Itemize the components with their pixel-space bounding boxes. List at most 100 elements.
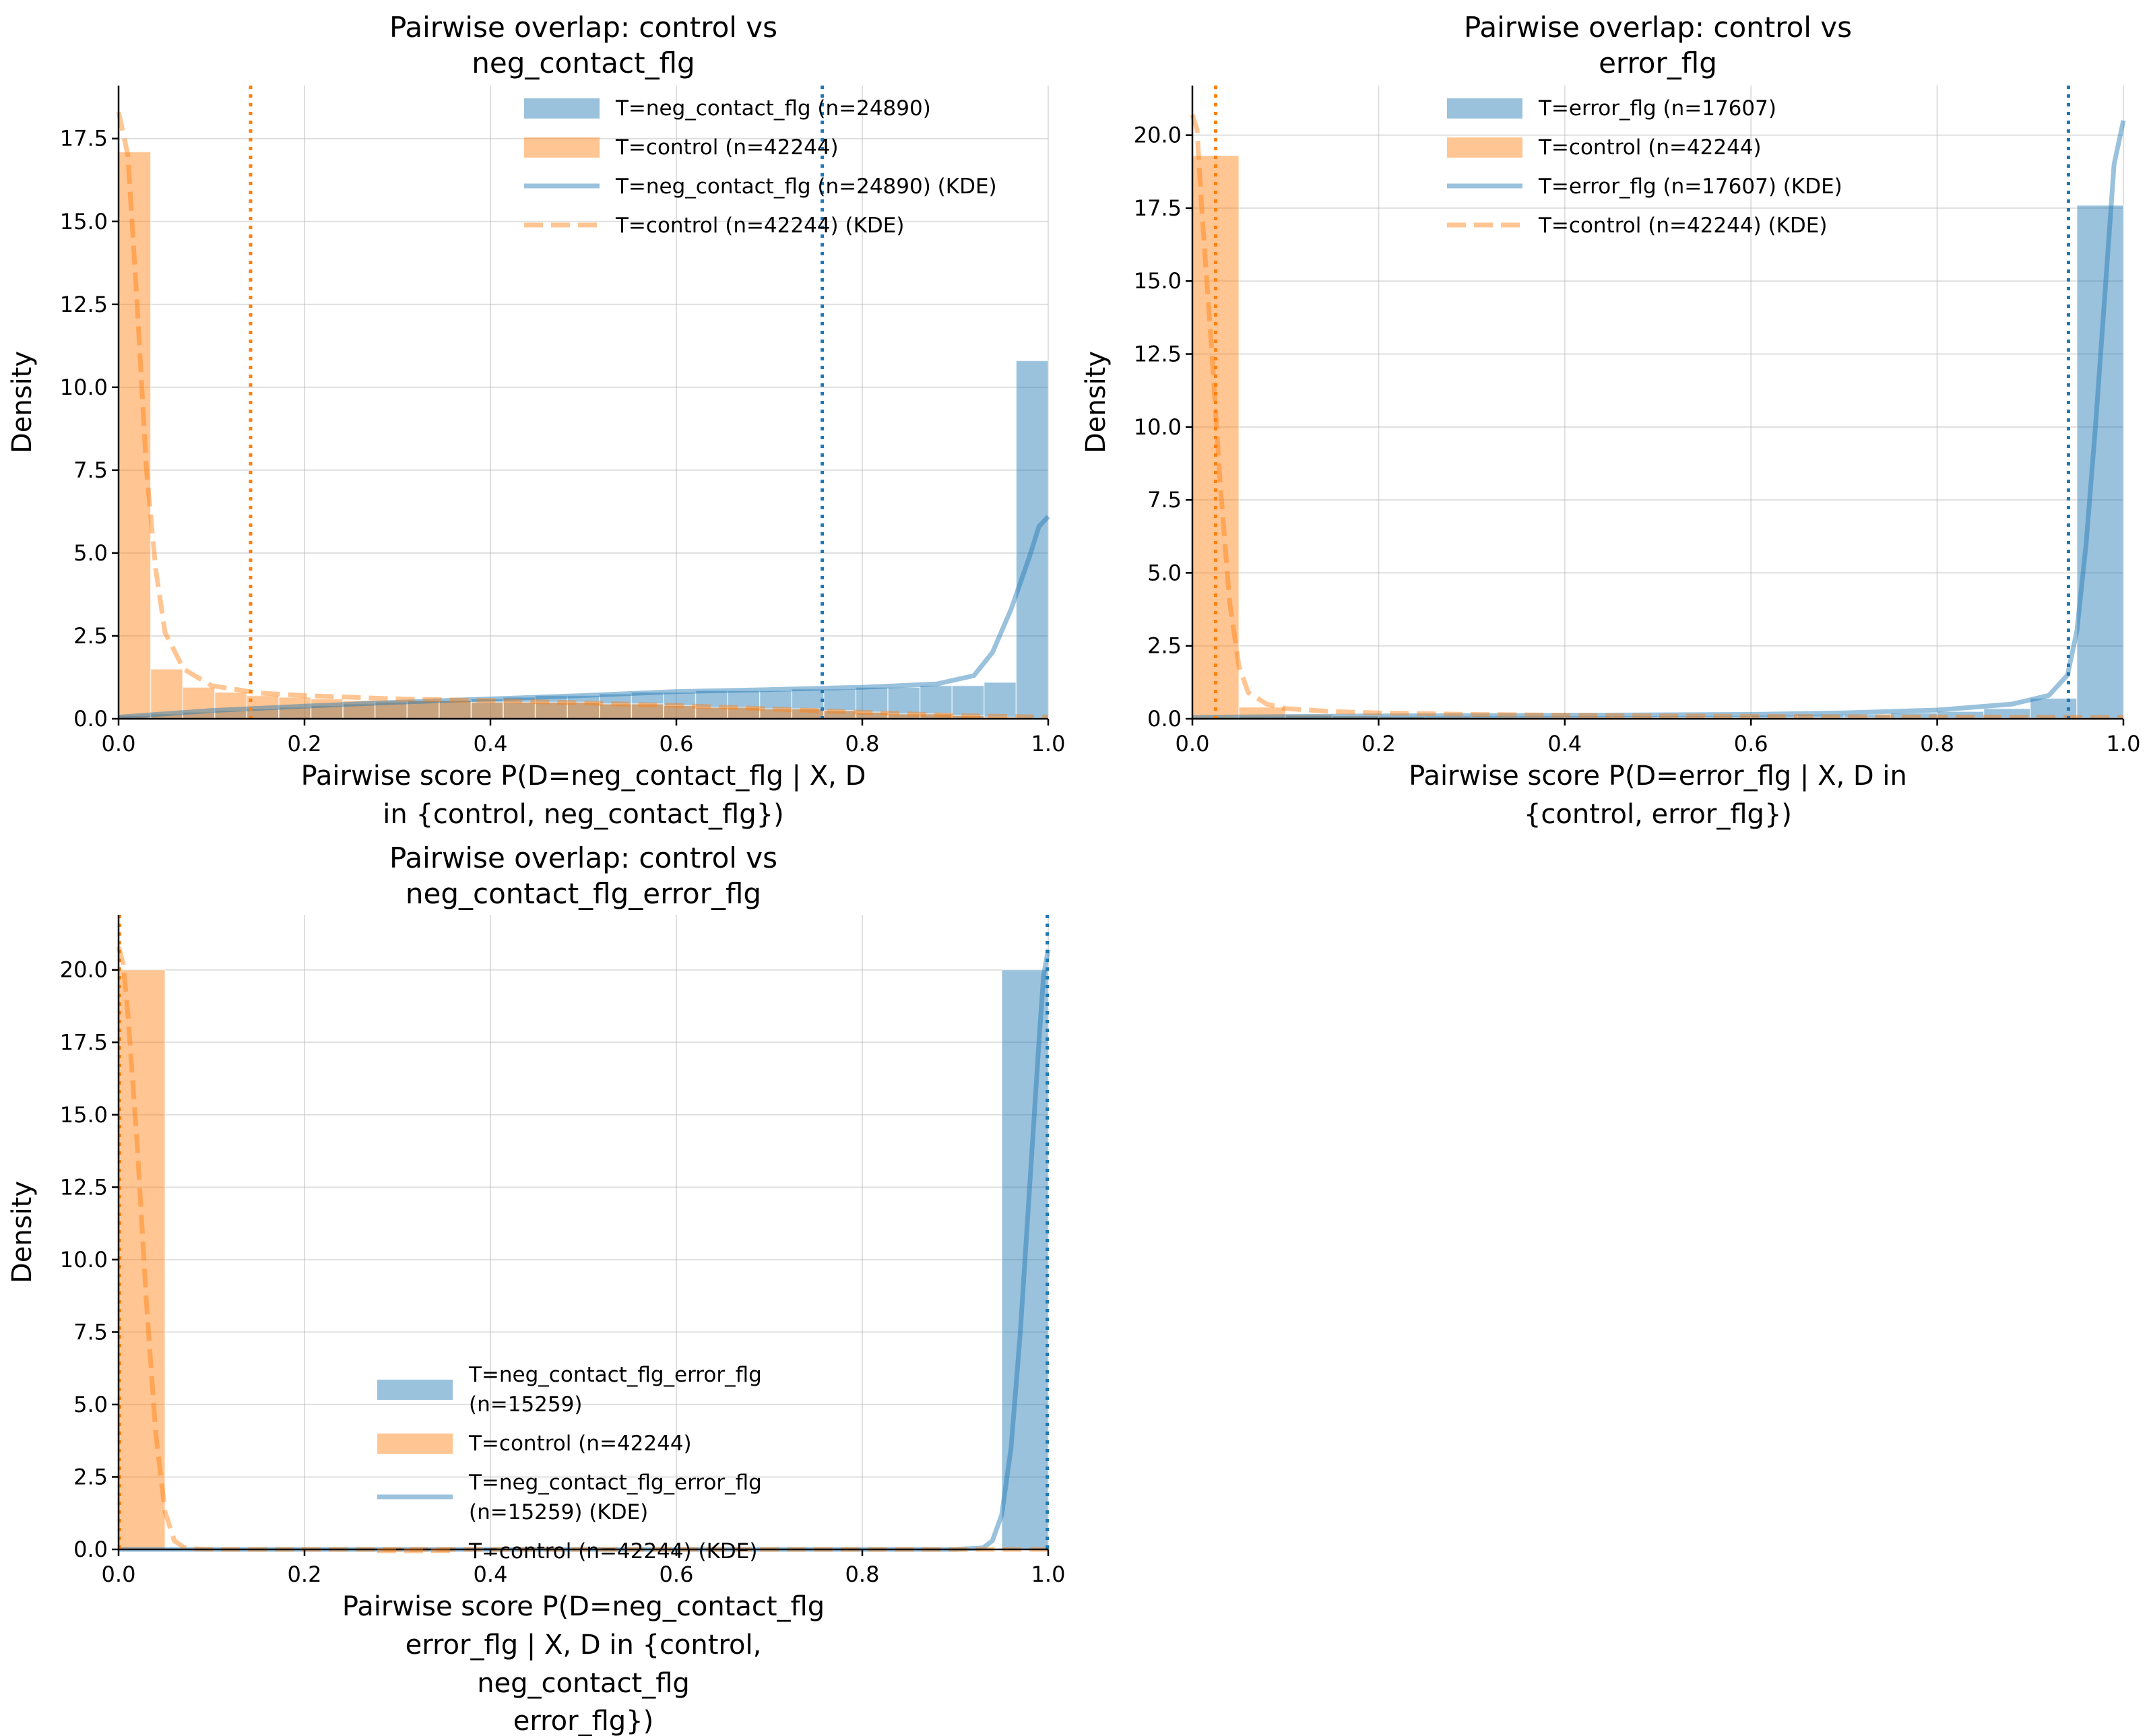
y-tick-label: 5.0 (1147, 560, 1182, 585)
x-axis-label: in {control, neg_contact_flg}) (383, 799, 783, 830)
kde-curve-treated (119, 949, 1051, 1552)
subplot-title: Pairwise overlap: control vs (389, 11, 777, 44)
x-axis-label: error_flg}) (513, 1706, 653, 1736)
legend-label: (n=15259) (KDE) (469, 1500, 648, 1524)
histogram-bar-control (567, 701, 600, 719)
legend: T=neg_contact_flg_error_flg (n=15259) T=co… (377, 1363, 762, 1564)
subplot-title: neg_contact_flg (472, 46, 695, 79)
kde-curve-treated (118, 515, 1050, 719)
x-tick-label: 1.0 (2107, 731, 2141, 757)
legend-label: T=control (n=42244) (1538, 135, 1762, 160)
subplot-3: 0.0 0.2 0.4 0.6 0.8 1.0 0.0 2.5 5.0 7.5 10.0 12.5 15… (7, 841, 1065, 1736)
histogram-bar-treated (759, 690, 793, 719)
legend-label: T=error_flg (n=17607) (1538, 96, 1776, 121)
histogram-bar-treated (951, 685, 985, 719)
legend-swatch-control (1447, 137, 1522, 158)
histogram-bar-control (150, 668, 183, 719)
histogram-bar-treated (695, 690, 728, 719)
legend-swatch-treated (377, 1380, 453, 1400)
legend-label: T=control (n=42244) (KDE) (615, 214, 904, 238)
legend-swatch-control (524, 137, 600, 158)
legend-label: T=control (n=42244) (KDE) (1538, 214, 1827, 238)
x-tick-label: 1.0 (1031, 731, 1066, 757)
kde-curve-control (116, 946, 1048, 1552)
y-tick-label: 17.5 (1134, 195, 1182, 221)
histogram-bar-treated (406, 700, 440, 719)
legend-label: T=neg_contact_flg_error_flg (468, 1471, 762, 1495)
legend-label: T=neg_contact_flg (n=24890) (KDE) (615, 174, 997, 199)
x-tick-label: 0.0 (102, 731, 136, 757)
y-axis-label: Density (7, 1181, 38, 1283)
subplot-1: 0.0 0.2 0.4 0.6 0.8 1.0 0.0 2.5 5.0 7.5 10.0 12.5 15… (7, 11, 1065, 830)
legend-label: T=control (n=42244) (KDE) (468, 1539, 757, 1564)
y-tick-label: 7.5 (1147, 487, 1182, 513)
y-tick-label: 12.5 (1134, 342, 1182, 367)
y-tick-label: 17.5 (60, 126, 108, 152)
y-tick-label: 15.0 (60, 1102, 108, 1128)
y-axis-label: Density (1081, 351, 1112, 453)
y-tick-label: 15.0 (60, 209, 108, 234)
x-tick-label: 0.4 (1547, 731, 1582, 757)
histogram-bar-control (214, 691, 248, 719)
histogram-bar-control (118, 969, 166, 1550)
legend: T=error_flg (n=17607) T=control (n=42244)… (1447, 96, 1842, 238)
x-tick-label: 0.6 (660, 1562, 694, 1587)
histogram-bar-treated (2076, 204, 2124, 719)
x-tick-label: 0.4 (474, 731, 508, 757)
y-tick-label: 12.5 (60, 1174, 108, 1200)
x-tick-label: 0.6 (660, 731, 694, 757)
y-axis-label: Density (7, 351, 38, 453)
y-tick-label: 0.0 (73, 1537, 108, 1562)
histogram-bar-control (310, 698, 344, 719)
kde-curve-control (116, 111, 1049, 719)
y-tick-label: 0.0 (73, 706, 108, 732)
histogram-bar-treated (631, 691, 664, 719)
kde-curve-treated (1192, 120, 2126, 720)
y-tick-label: 17.5 (60, 1029, 108, 1055)
subplot-title: Pairwise overlap: control vs (1464, 11, 1852, 44)
histogram-bar-control (439, 700, 472, 719)
histogram-bar-treated (1015, 360, 1049, 719)
y-tick-label: 10.0 (60, 1247, 108, 1273)
legend-label: (n=15259) (469, 1392, 582, 1417)
legend-swatch-treated (1447, 98, 1522, 119)
y-tick-label: 2.5 (1147, 633, 1182, 659)
x-axis-label: {control, error_flg}) (1524, 799, 1792, 830)
x-tick-label: 0.2 (288, 1562, 322, 1587)
x-axis-label: Pairwise score P(D=error_flg | X, D in (1409, 761, 1907, 792)
histogram-bar-treated (791, 688, 825, 719)
legend-label: T=control (n=42244) (468, 1432, 692, 1456)
y-tick-label: 5.0 (73, 540, 108, 566)
y-tick-label: 10.0 (1134, 414, 1182, 440)
legend-swatch-treated (524, 98, 600, 119)
legend-label: T=error_flg (n=17607) (KDE) (1538, 174, 1842, 199)
y-tick-label: 7.5 (73, 1319, 108, 1345)
x-tick-label: 0.2 (1361, 731, 1396, 757)
x-tick-label: 0.8 (1920, 731, 1954, 757)
x-tick-label: 0.0 (102, 1562, 136, 1587)
legend-label: T=neg_contact_flg_error_flg (468, 1363, 762, 1387)
histogram-bar-treated (984, 682, 1017, 719)
y-tick-label: 0.0 (1147, 706, 1182, 732)
x-axis-label: neg_contact_flg (477, 1668, 690, 1699)
x-tick-label: 0.8 (845, 1562, 880, 1587)
subplot-title: neg_contact_flg_error_flg (406, 877, 761, 910)
y-tick-label: 10.0 (60, 375, 108, 400)
histogram-bar-treated (727, 690, 761, 719)
x-tick-label: 0.8 (845, 731, 880, 757)
histogram-bar-control (470, 701, 504, 719)
y-tick-label: 12.5 (60, 292, 108, 317)
subplot-title: error_flg (1599, 46, 1717, 79)
legend-label: T=control (n=42244) (615, 135, 839, 160)
x-tick-label: 0.2 (288, 731, 322, 757)
legend-label: T=neg_contact_flg (n=24890) (615, 96, 931, 121)
x-tick-label: 0.4 (474, 1562, 508, 1587)
histogram-bar-control (503, 701, 536, 719)
y-tick-label: 2.5 (73, 623, 108, 649)
subplot-2: 0.0 0.2 0.4 0.6 0.8 1.0 0.0 2.5 5.0 7.5 10.0 12.5 15… (1081, 11, 2140, 830)
y-tick-label: 20.0 (60, 957, 108, 983)
x-tick-label: 1.0 (1031, 1562, 1066, 1587)
histogram-bar-control (406, 700, 440, 719)
y-tick-label: 2.5 (73, 1464, 108, 1489)
